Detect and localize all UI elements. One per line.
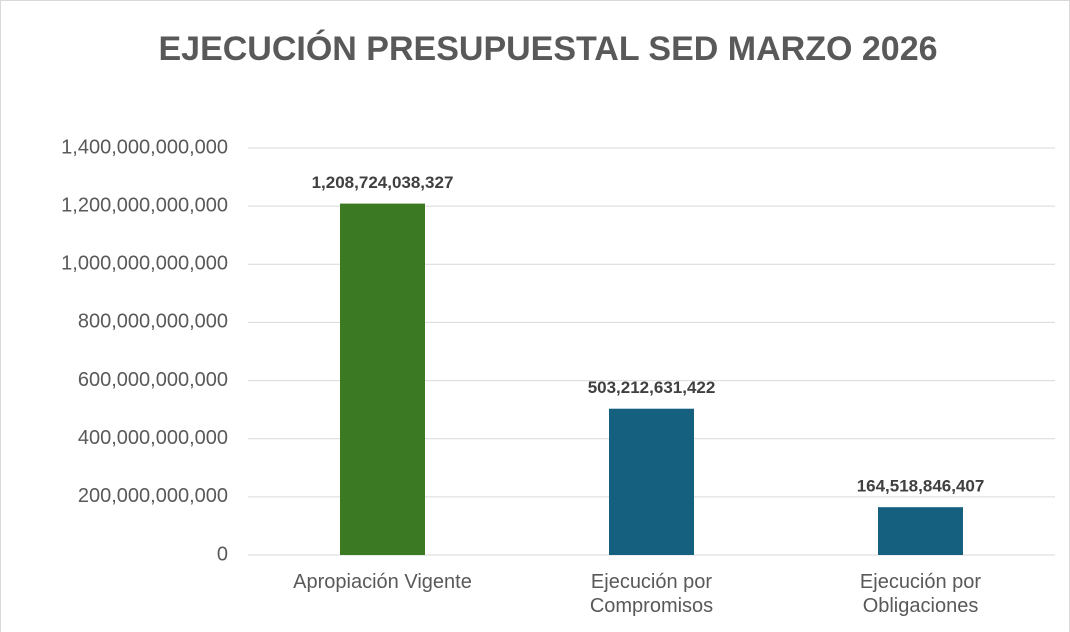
bar (340, 203, 425, 555)
bar (878, 507, 963, 555)
y-tick-label: 0 (217, 543, 228, 565)
y-tick-label: 1,200,000,000,000 (61, 194, 228, 216)
y-tick-label: 1,400,000,000,000 (61, 136, 228, 158)
x-tick-label: Apropiación Vigente (293, 571, 472, 593)
y-tick-label: 400,000,000,000 (78, 427, 228, 449)
y-tick-label: 200,000,000,000 (78, 485, 228, 507)
data-label: 1,208,724,038,327 (312, 173, 454, 192)
x-tick-label: Ejecución por Obligaciones (859, 571, 982, 617)
y-tick-label: 600,000,000,000 (78, 369, 228, 391)
bar (609, 408, 694, 555)
chart-title: EJECUCIÓN PRESUPUESTAL SED MARZO 2026 (158, 30, 938, 68)
y-tick-label: 800,000,000,000 (78, 311, 228, 333)
y-tick-label: 1,000,000,000,000 (61, 253, 228, 275)
data-label: 503,212,631,422 (588, 378, 716, 397)
data-label: 164,518,846,407 (857, 477, 985, 496)
x-tick-label: Ejecución por Compromisos (589, 571, 714, 617)
